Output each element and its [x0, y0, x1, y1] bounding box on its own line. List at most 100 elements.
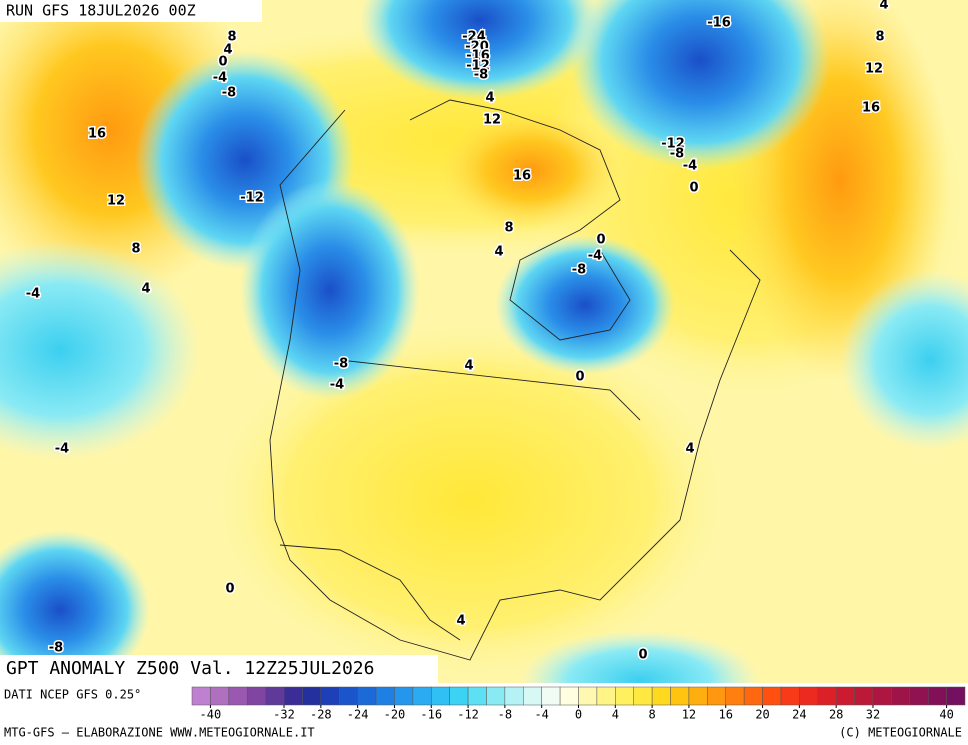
anomaly-field: [0, 0, 968, 683]
colorbar-tick-label: 8: [649, 708, 656, 722]
colorbar-swatch: [578, 686, 598, 706]
colorbar-swatch: [338, 686, 358, 706]
contour-label: 0: [218, 55, 227, 70]
colorbar-swatch: [486, 686, 506, 706]
colorbar-swatch: [670, 686, 690, 706]
contour-label: -4: [330, 378, 344, 393]
colorbar-swatch: [799, 686, 819, 706]
credit-right: (C) METEOGIORNALE: [839, 726, 962, 740]
contour-label: 16: [513, 169, 531, 184]
contour-label: 4: [464, 359, 473, 374]
colorbar-swatch: [246, 686, 266, 706]
colorbar-tick-label: 0: [575, 708, 582, 722]
contour-label: -12: [466, 59, 490, 74]
header-box: [0, 0, 262, 22]
contour-label: -8: [222, 86, 236, 101]
colorbar-swatch: [412, 686, 432, 706]
contour-label: 4: [485, 91, 494, 106]
contour-label: 12: [107, 194, 125, 209]
source-label: DATI NCEP GFS 0.25°: [4, 688, 141, 702]
contour-label: 4: [879, 0, 888, 13]
colorbar-swatch: [394, 686, 414, 706]
colorbar-swatch: [228, 686, 248, 706]
colorbar-tick-label: 12: [682, 708, 696, 722]
colorbar-tick-label: -8: [498, 708, 512, 722]
colorbar-swatch: [725, 686, 745, 706]
colorbar-swatch: [780, 686, 800, 706]
colorbar-swatch: [541, 686, 561, 706]
colorbar-tick-label: -32: [273, 708, 295, 722]
contour-label: -16: [707, 16, 731, 31]
colorbar-swatch: [762, 686, 782, 706]
colorbar-tick-label: 4: [612, 708, 619, 722]
colorbar-swatch: [265, 686, 285, 706]
colorbar-swatch: [615, 686, 634, 706]
contour-label: 4: [141, 282, 150, 297]
colorbar-swatch: [302, 686, 322, 706]
colorbar-tick-label: 24: [792, 708, 806, 722]
contour-label: -8: [670, 147, 684, 162]
colorbar-swatch: [210, 686, 230, 706]
contour-label: -24: [462, 30, 486, 45]
colorbar-tick-label: -12: [457, 708, 479, 722]
contour-label: -4: [588, 249, 602, 264]
colorbar-tick-label: 32: [866, 708, 880, 722]
credit-left: MTG-GFS — ELABORAZIONE WWW.METEOGIORNALE…: [4, 726, 315, 740]
colorbar-swatch: [523, 686, 542, 706]
colorbar-tick-label: 40: [939, 708, 953, 722]
colorbar-swatch: [817, 686, 837, 706]
title-box: [0, 655, 438, 683]
colorbar-swatch: [357, 686, 377, 706]
colorbar-swatch: [559, 686, 579, 706]
colorbar-tick-label: 16: [719, 708, 733, 722]
colorbar-swatch: [688, 686, 708, 706]
colorbar-swatch: [946, 686, 966, 706]
contour-label: 8: [504, 221, 513, 236]
colorbar-swatch: [504, 686, 524, 706]
coastlines: [269, 99, 761, 661]
contour-label: 16: [862, 101, 880, 116]
colorbar-swatch: [872, 686, 892, 706]
contour-label: -4: [683, 159, 697, 174]
colorbar-swatch: [651, 686, 671, 706]
contour-label: 8: [875, 30, 884, 45]
colorbar-tick-label: 20: [755, 708, 769, 722]
colorbar-swatch: [854, 686, 874, 706]
colorbar-tick-label: -28: [310, 708, 332, 722]
colorbar-tick-label: -24: [347, 708, 369, 722]
contour-label: 0: [596, 233, 605, 248]
colorbar-swatch: [375, 686, 395, 706]
colorbar-swatch: [467, 686, 487, 706]
colorbar-tick-label: -20: [384, 708, 406, 722]
colorbar-swatch: [431, 686, 450, 706]
colorbar-tick-label: -4: [534, 708, 548, 722]
contour-label: 0: [638, 648, 647, 663]
contour-label: -4: [55, 442, 69, 457]
contour-label: 4: [456, 614, 465, 629]
contour-label: -8: [572, 263, 586, 278]
contour-label: 12: [865, 62, 883, 77]
contour-label: -4: [213, 71, 227, 86]
contour-label: -12: [661, 137, 685, 152]
run-label: RUN GFS 18JUL2026 00Z: [6, 2, 196, 20]
colorbar-swatch: [191, 686, 211, 706]
map-title: GPT ANOMALY Z500 Val. 12Z25JUL2026: [6, 658, 374, 679]
colorbar: -40 -32 -28 -24 -20 -16 -12 -8 -4 0 4 8 12 16 20 24 28 32…: [191, 686, 966, 722]
colorbar-swatch: [283, 686, 303, 706]
contour-label: 0: [689, 181, 698, 196]
colorbar-tick-label: 28: [829, 708, 843, 722]
colorbar-swatch: [891, 686, 911, 706]
colorbar-swatch: [633, 686, 653, 706]
contour-label: -16: [466, 49, 490, 64]
colorbar-tick-label: -16: [420, 708, 442, 722]
contour-label: 16: [88, 127, 106, 142]
colorbar-swatch: [743, 686, 763, 706]
contour-label: -8: [474, 68, 488, 83]
colorbar-swatch: [835, 686, 855, 706]
colorbar-swatch: [596, 686, 616, 706]
colorbar-swatch: [909, 686, 929, 706]
colorbar-swatch: [707, 686, 726, 706]
contour-label: 8: [227, 30, 236, 45]
contour-label: 0: [575, 370, 584, 385]
